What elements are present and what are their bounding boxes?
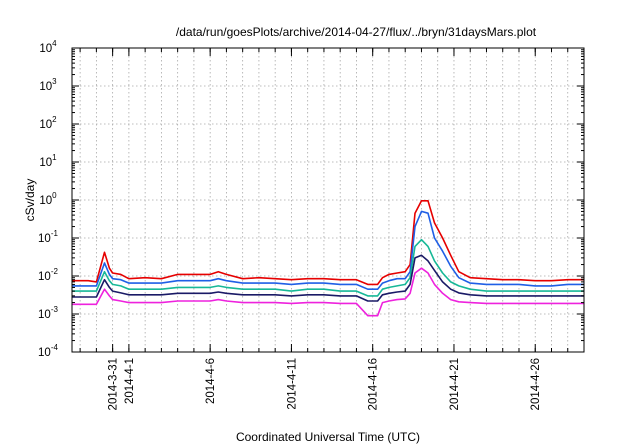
x-tick-label: 2014-4-16 <box>368 358 380 410</box>
y-axis-label: cSv/day <box>23 179 37 222</box>
x-tick-label: 2014-3-31 <box>108 358 120 410</box>
y-tick-label: 103 <box>39 77 57 93</box>
series-line-3 <box>72 238 584 297</box>
y-tick-label: 101 <box>39 153 57 169</box>
y-tick-label: 104 <box>39 39 57 55</box>
grid <box>72 48 585 352</box>
y-tick-label: 10-4 <box>38 343 58 359</box>
y-tick-label: 10-2 <box>38 267 58 283</box>
x-axis: 2014-3-31 2014-4-1 2014-4-6 2014-4-11 2014-4… <box>79 48 585 410</box>
y-tick-label: 100 <box>39 191 57 207</box>
x-tick-label: 2014-4-11 <box>286 358 298 410</box>
x-tick-label: 2014-4-1 <box>124 358 136 404</box>
series-line-1 <box>72 200 584 286</box>
series-line-5 <box>72 267 584 317</box>
y-tick-label: 10-1 <box>38 229 58 245</box>
y-tick-label: 102 <box>39 115 57 131</box>
series-line-2 <box>72 210 584 291</box>
series-group <box>72 200 584 317</box>
x-tick-label: 2014-4-6 <box>205 358 217 404</box>
series-line-4 <box>72 254 584 302</box>
y-tick-label: 10-3 <box>38 305 58 321</box>
y-axis: 10-4 10-3 10-2 10-1 100 101 102 103 104 <box>38 39 584 359</box>
x-tick-label: 2014-4-26 <box>530 358 542 410</box>
x-axis-label: Coordinated Universal Time (UTC) <box>236 430 420 444</box>
chart-title: /data/run/goesPlots/archive/2014-04-27/f… <box>176 25 537 39</box>
x-tick-label: 2014-4-21 <box>449 358 461 410</box>
